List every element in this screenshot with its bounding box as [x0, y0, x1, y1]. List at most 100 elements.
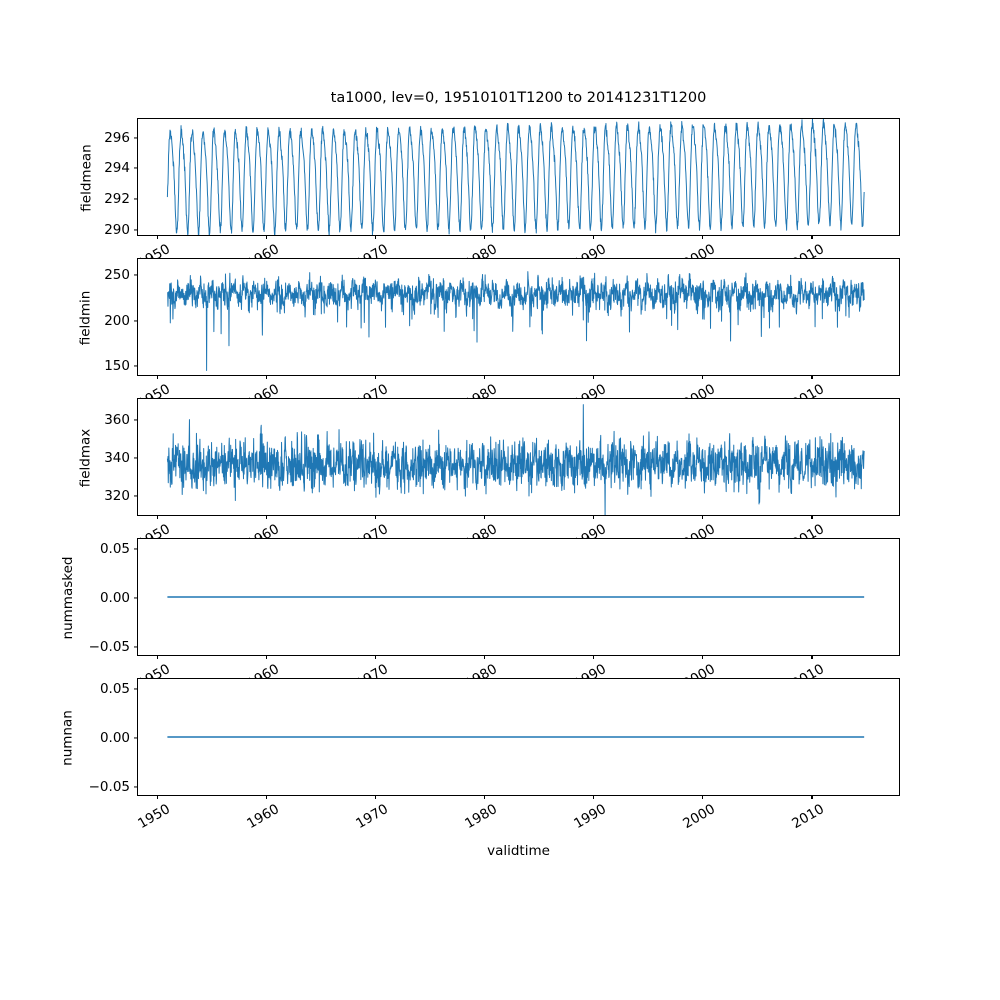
- y-tick-label: 290: [104, 222, 130, 239]
- x-tick-label: 1970: [353, 801, 391, 833]
- x-tick-mark: [593, 235, 595, 239]
- y-tick-mark: [134, 786, 138, 788]
- x-tick-mark: [484, 515, 486, 519]
- x-axis-label: validtime: [487, 843, 550, 859]
- y-tick-label: 292: [104, 191, 130, 208]
- y-axis-label-nummasked: nummasked: [60, 556, 76, 640]
- x-tick-mark: [593, 655, 595, 659]
- x-tick-mark: [265, 375, 267, 379]
- x-tick-mark: [484, 235, 486, 239]
- x-tick-mark: [156, 515, 158, 519]
- plot-area-fieldmin: [138, 259, 899, 375]
- x-tick-mark: [265, 235, 267, 239]
- y-axis-label-numnan: numnan: [60, 710, 76, 766]
- y-tick-mark: [134, 419, 138, 421]
- y-tick-mark: [134, 646, 138, 648]
- x-tick-label: 2010: [789, 801, 828, 833]
- y-tick-label: 320: [104, 488, 130, 505]
- y-tick-label: 250: [104, 267, 130, 284]
- subplot-fieldmean: 290 292 294 296 fieldmean 1950 1960 1970 1980 199…: [78, 118, 900, 272]
- x-tick-mark: [593, 375, 595, 379]
- line-series-fieldmean: [138, 119, 899, 235]
- x-tick-mark: [811, 375, 813, 379]
- x-tick-label: 1950: [134, 801, 173, 833]
- x-tick-mark: [702, 515, 704, 519]
- x-tick-mark: [156, 655, 158, 659]
- x-tick-mark: [484, 795, 486, 799]
- x-tick-mark: [374, 375, 376, 379]
- y-tick-mark: [134, 548, 138, 550]
- y-tick-mark: [134, 597, 138, 599]
- x-tick-mark: [265, 795, 267, 799]
- x-tick-label: 1990: [571, 801, 610, 833]
- y-axis-label-fieldmax: fieldmax: [78, 428, 94, 488]
- polyline-fieldmax: [167, 405, 864, 515]
- y-tick-label: −0.05: [88, 779, 130, 796]
- line-series-nummasked: [138, 539, 899, 655]
- subplot-numnan: −0.05 0.00 0.05 numnan 1950 1960 1970 1980 1990 2…: [60, 678, 900, 832]
- line-series-fieldmin: [138, 259, 899, 375]
- x-tick-mark: [811, 515, 813, 519]
- x-tick-label: 1960: [243, 801, 282, 833]
- x-tick-label: 2000: [680, 801, 719, 833]
- subplot-fieldmin: 150 200 250 fieldmin 1950 1960 1970 1980 1990 200…: [78, 258, 900, 412]
- y-tick-label: 360: [104, 411, 130, 428]
- plot-area-fieldmax: [138, 399, 899, 515]
- plot-area-fieldmean: [138, 119, 899, 235]
- line-series-fieldmax: [138, 399, 899, 515]
- x-tick-mark: [156, 235, 158, 239]
- subplot-nummasked: −0.05 0.00 0.05 nummasked 1950 1960 1970 1980 19…: [60, 538, 900, 692]
- y-tick-mark: [134, 274, 138, 276]
- x-tick-mark: [702, 655, 704, 659]
- y-tick-mark: [134, 198, 138, 200]
- y-tick-mark: [134, 167, 138, 169]
- y-tick-mark: [134, 365, 138, 367]
- y-tick-mark: [134, 136, 138, 139]
- x-tick-mark: [593, 515, 595, 519]
- polyline-fieldmin: [167, 272, 864, 371]
- x-tick-mark: [374, 655, 376, 659]
- y-tick-mark: [134, 457, 138, 459]
- x-tick-mark: [811, 235, 813, 239]
- y-axis-label-fieldmean: fieldmean: [78, 144, 94, 212]
- y-tick-label: 0.05: [99, 540, 130, 557]
- y-tick-mark: [134, 320, 138, 322]
- x-tick-mark: [593, 795, 595, 799]
- x-tick-mark: [374, 235, 376, 239]
- y-tick-mark: [134, 495, 138, 497]
- plot-area-nummasked: [138, 539, 899, 655]
- y-tick-label: 150: [104, 358, 130, 375]
- x-tick-mark: [156, 375, 158, 379]
- x-tick-mark: [702, 235, 704, 239]
- y-tick-label: 294: [104, 160, 130, 177]
- y-tick-mark: [134, 688, 138, 690]
- y-tick-label: 340: [104, 450, 130, 466]
- polyline-fieldmean: [167, 119, 864, 235]
- x-tick-mark: [156, 795, 158, 799]
- x-tick-mark: [484, 375, 486, 379]
- subplot-fieldmax: 320 340 360 fieldmax 1950 1960 1970 1980 1990 200…: [78, 398, 900, 552]
- y-tick-label: 200: [104, 312, 130, 329]
- x-tick-mark: [702, 375, 704, 379]
- x-tick-mark: [265, 515, 267, 519]
- x-tick-mark: [484, 655, 486, 659]
- x-tick-mark: [374, 515, 376, 519]
- x-tick-mark: [811, 795, 813, 799]
- figure-title: ta1000, lev=0, 19510101T1200 to 20141231…: [330, 90, 707, 106]
- y-tick-label: 296: [104, 129, 130, 146]
- x-tick-mark: [374, 795, 376, 799]
- x-tick-mark: [811, 655, 813, 659]
- y-tick-mark: [134, 737, 138, 739]
- y-tick-label: 0.00: [99, 730, 130, 746]
- x-tick-mark: [265, 655, 267, 659]
- y-tick-mark: [134, 229, 138, 231]
- y-tick-label: 0.05: [99, 680, 130, 697]
- line-series-numnan: [138, 679, 899, 795]
- y-axis-label-fieldmin: fieldmin: [78, 290, 94, 346]
- x-tick-mark: [702, 795, 704, 799]
- x-tick-label: 1980: [462, 801, 501, 833]
- plot-area-numnan: [138, 679, 899, 795]
- y-tick-label: −0.05: [88, 639, 130, 656]
- y-tick-label: 0.00: [99, 590, 130, 606]
